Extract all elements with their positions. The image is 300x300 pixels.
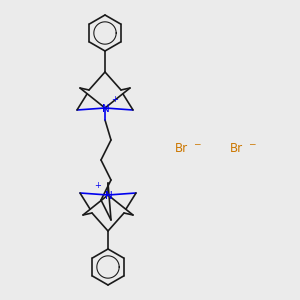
Text: N: N [105, 191, 113, 201]
Text: −: − [248, 140, 256, 148]
Text: Br: Br [230, 142, 243, 154]
Text: Br: Br [175, 142, 188, 154]
Text: +: + [112, 94, 118, 103]
Text: −: − [193, 140, 200, 148]
Text: +: + [94, 182, 101, 190]
Text: N: N [102, 104, 110, 114]
